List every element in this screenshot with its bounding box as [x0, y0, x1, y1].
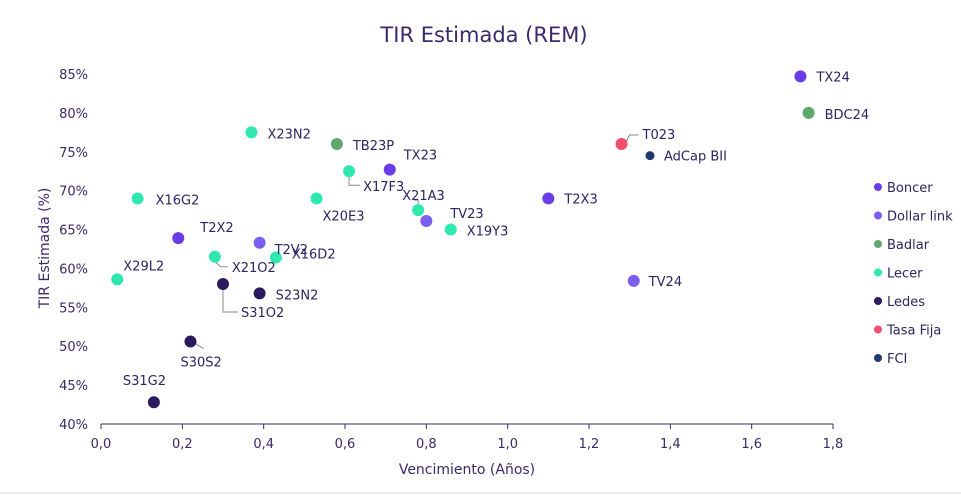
point-labels: TX24 TX23 T2X3 T2X2 T2V2 TV23 TV24 BDC24 TB23P X2… [123, 70, 869, 389]
point-label: X20E3 [323, 209, 365, 224]
point-label: AdCap BII [664, 150, 727, 165]
data-point [542, 192, 555, 205]
legend-label: Lecer [887, 267, 923, 282]
data-point [645, 151, 655, 161]
point-label: X16G2 [156, 193, 200, 208]
label-connector [348, 176, 361, 186]
label-connector [214, 261, 228, 268]
data-point [444, 223, 457, 236]
x-tick-labels: 0,0 0,2 0,4 0,6 0,8 1,0 1,2 1,4 1,6 1,8 [91, 424, 844, 452]
data-point [343, 165, 356, 178]
data-point [627, 274, 640, 287]
point-label: TV23 [449, 207, 483, 222]
y-tick-label: 60% [59, 262, 88, 277]
legend-label: Dollar link [887, 210, 953, 225]
data-point [310, 192, 323, 205]
y-tick-label: 50% [59, 340, 88, 355]
y-tick-label: 80% [59, 107, 88, 122]
data-point [208, 250, 221, 263]
y-tick-label: 65% [59, 224, 88, 239]
label-connector [626, 134, 639, 142]
data-point [172, 232, 185, 245]
data-point [184, 335, 197, 348]
point-label: X21A3 [402, 189, 445, 204]
x-tick-label: 1,8 [823, 437, 844, 452]
data-points [111, 70, 815, 409]
legend-label: Boncer [887, 181, 933, 196]
y-tick-label: 75% [59, 146, 88, 161]
point-label: BDC24 [825, 108, 870, 123]
point-label: TB23P [352, 139, 394, 154]
point-label: T2X2 [199, 221, 233, 236]
point-label: S31G2 [123, 374, 166, 389]
x-tick-label: 0,0 [91, 437, 112, 452]
data-point [245, 126, 258, 139]
data-point [253, 236, 266, 249]
legend-marker [874, 325, 882, 334]
x-tick-label: 1,0 [497, 437, 518, 452]
point-label: S30S2 [180, 356, 221, 371]
point-label: X16D2 [292, 248, 336, 263]
y-axis-title: TIR Estimada (%) [37, 188, 53, 310]
data-point [269, 251, 282, 264]
point-label: X19Y3 [467, 225, 509, 240]
point-label: T2V2 [274, 243, 308, 258]
data-point [111, 273, 124, 286]
data-point [420, 215, 433, 227]
legend-marker [874, 354, 882, 362]
data-point [615, 138, 628, 150]
y-tick-label: 70% [59, 185, 88, 200]
legend-label: Badlar [887, 238, 930, 253]
legend-marker [874, 183, 882, 191]
point-label: X23N2 [267, 127, 310, 142]
data-point [383, 163, 396, 176]
label-connectors [195, 134, 639, 349]
point-label: TX23 [403, 149, 437, 164]
point-label: X21O2 [232, 261, 276, 276]
point-label: X17F3 [363, 180, 404, 195]
data-point [412, 204, 425, 217]
x-tick-label: 1,2 [579, 437, 600, 452]
data-point [131, 192, 144, 205]
y-tick-labels: 40% 45% 50% 55% 60% 65% 70% 75% 80% 85% [59, 68, 88, 433]
point-label: T2X3 [563, 192, 597, 207]
point-label: X29L2 [123, 259, 164, 274]
x-tick-label: 1,6 [741, 437, 762, 452]
x-tick-label: 0,2 [172, 437, 193, 452]
label-connector [222, 289, 238, 313]
label-connector [195, 343, 204, 349]
data-point [147, 396, 160, 409]
x-tick-label: 0,6 [335, 437, 356, 452]
y-tick-label: 85% [59, 68, 88, 83]
y-tick-label: 55% [59, 301, 88, 316]
legend-label: Ledes [887, 295, 925, 310]
x-tick-label: 0,8 [416, 437, 437, 452]
legend-label: FCI [887, 352, 907, 367]
legend-marker [874, 268, 882, 277]
legend: Boncer Dollar link Badlar Lecer Ledes Tasa Fi… [874, 181, 953, 367]
y-tick-label: 40% [59, 418, 88, 433]
point-label: T023 [642, 128, 676, 143]
label-connector [414, 199, 419, 206]
data-point [794, 70, 807, 83]
legend-marker [874, 297, 882, 305]
data-point [217, 278, 229, 290]
point-label: TV24 [648, 275, 682, 290]
point-label: S23N2 [276, 288, 319, 303]
y-tick-label: 45% [59, 379, 88, 394]
data-point [802, 106, 815, 119]
data-point [253, 287, 266, 300]
legend-marker [874, 240, 882, 248]
point-label: S31O2 [241, 306, 284, 321]
x-tick-label: 1,4 [660, 437, 681, 452]
data-point [330, 138, 343, 150]
chart-title: TIR Estimada (REM) [379, 23, 587, 47]
x-axis-title: Vencimiento (Años) [399, 462, 535, 478]
legend-marker [874, 211, 882, 220]
x-tick-label: 0,4 [253, 437, 274, 452]
point-label: TX24 [815, 70, 849, 85]
legend-label: Tasa Fija [886, 324, 941, 339]
